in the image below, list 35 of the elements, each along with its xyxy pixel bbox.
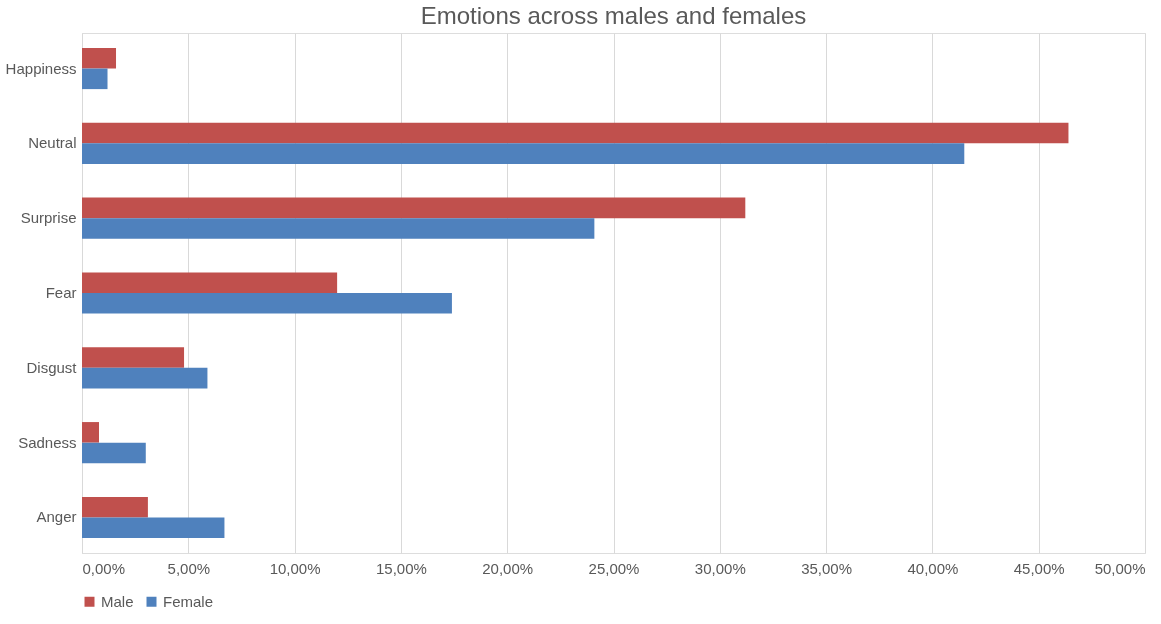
bar: [82, 218, 595, 239]
bar: [82, 367, 208, 389]
x-tick-label: 0,00%: [82, 559, 126, 577]
x-tick-label: 10,00%: [269, 559, 321, 577]
bar: [82, 272, 338, 293]
bar: [82, 197, 746, 219]
bar: [82, 122, 1069, 144]
x-tick-label: 25,00%: [588, 559, 640, 577]
y-tick-label: Neutral: [28, 134, 77, 152]
bar: [82, 422, 100, 443]
legend-label: Female: [163, 592, 214, 610]
x-tick-label: 15,00%: [375, 559, 427, 577]
x-tick-label: 50,00%: [1094, 559, 1146, 577]
y-tick-label: Disgust: [26, 358, 78, 376]
bar: [82, 143, 965, 164]
bar: [82, 68, 108, 90]
bar: [82, 347, 185, 368]
x-tick-label: 30,00%: [694, 559, 746, 577]
bar: [82, 47, 117, 69]
y-tick-label: Happiness: [5, 59, 77, 77]
legend-label: Male: [101, 592, 134, 610]
x-tick-label: 20,00%: [482, 559, 534, 577]
x-tick-label: 45,00%: [1013, 559, 1065, 577]
y-tick-label: Anger: [36, 508, 77, 526]
x-tick-label: 35,00%: [801, 559, 853, 577]
bar: [82, 442, 146, 464]
y-tick-label: Sadness: [18, 433, 77, 451]
y-tick-label: Fear: [45, 284, 77, 301]
bar: [82, 517, 225, 539]
x-tick-label: 40,00%: [907, 559, 959, 577]
chart-title: Emotions across males and females: [420, 2, 807, 29]
bar: [82, 496, 148, 518]
y-tick-label: Surprise: [20, 209, 77, 227]
x-tick-label: 5,00%: [167, 559, 211, 577]
bar: [82, 293, 452, 314]
